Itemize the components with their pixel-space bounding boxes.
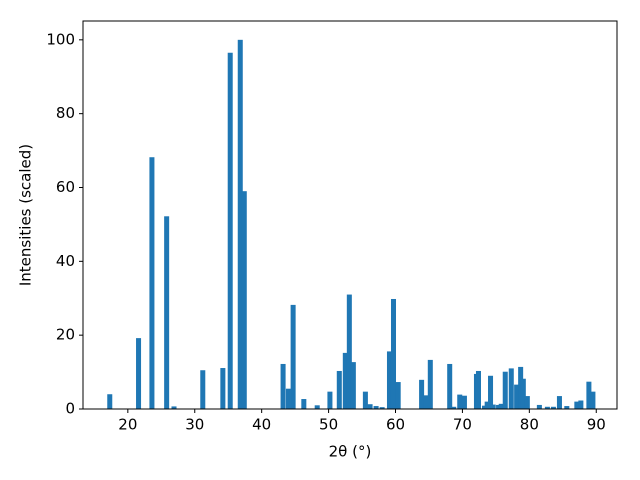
y-axis-label: Intensities (scaled) xyxy=(17,144,35,286)
bar xyxy=(237,39,243,409)
bar xyxy=(544,406,550,409)
bar xyxy=(484,401,490,409)
bar xyxy=(498,403,504,409)
bar xyxy=(164,216,170,409)
bar xyxy=(496,404,502,409)
bar xyxy=(461,395,467,409)
bar xyxy=(490,404,496,409)
bar xyxy=(447,363,453,409)
bar xyxy=(520,378,526,409)
bar xyxy=(423,395,429,409)
y-tick-label: 80 xyxy=(56,104,75,122)
bar xyxy=(149,157,155,409)
bar xyxy=(514,384,520,409)
y-tick-label: 40 xyxy=(56,252,75,270)
bar xyxy=(107,394,113,409)
x-tick-label: 70 xyxy=(453,416,472,434)
bar xyxy=(285,388,291,409)
bar xyxy=(220,368,226,409)
bar xyxy=(574,401,580,409)
bar xyxy=(524,396,530,409)
bar xyxy=(586,381,592,409)
bar xyxy=(346,294,352,409)
bar xyxy=(564,406,570,409)
bar xyxy=(350,362,356,409)
bar xyxy=(550,406,556,409)
x-tick-label: 30 xyxy=(185,416,204,434)
bar xyxy=(475,370,481,409)
bar xyxy=(395,382,401,409)
y-tick-label: 60 xyxy=(56,178,75,196)
x-axis-label: 2θ (°) xyxy=(329,443,372,461)
bar xyxy=(336,370,342,409)
x-tick-label: 20 xyxy=(118,416,137,434)
bar xyxy=(556,396,562,409)
y-tick-label: 0 xyxy=(65,400,75,418)
bar xyxy=(280,363,286,409)
bar xyxy=(457,394,463,409)
bar xyxy=(451,406,457,409)
x-tick-label: 40 xyxy=(252,416,271,434)
bar xyxy=(481,405,488,409)
bar xyxy=(342,352,348,409)
bar xyxy=(301,399,307,409)
bar xyxy=(536,404,542,409)
bar xyxy=(578,400,584,409)
bar xyxy=(227,52,233,409)
bar xyxy=(241,191,247,409)
bar xyxy=(390,298,397,409)
bar xyxy=(508,368,514,409)
bar xyxy=(327,391,333,409)
bar xyxy=(200,370,206,409)
bar xyxy=(518,366,524,409)
bar xyxy=(362,391,368,409)
bar xyxy=(386,351,392,409)
bar xyxy=(379,407,385,409)
axes-frame xyxy=(82,20,618,410)
bar xyxy=(290,304,296,409)
x-tick-label: 80 xyxy=(520,416,539,434)
bar xyxy=(136,338,142,409)
x-tick-label: 50 xyxy=(319,416,338,434)
bar xyxy=(171,406,177,409)
bar xyxy=(502,371,508,409)
bar xyxy=(314,405,320,409)
y-tick-label: 20 xyxy=(56,326,75,344)
bar xyxy=(419,379,425,409)
bar xyxy=(488,375,494,409)
bar xyxy=(590,391,596,409)
y-tick-label: 100 xyxy=(46,30,75,48)
bar xyxy=(373,406,379,409)
bar xyxy=(427,359,433,409)
x-tick-label: 90 xyxy=(587,416,606,434)
x-tick-label: 60 xyxy=(386,416,405,434)
bar xyxy=(367,404,373,409)
